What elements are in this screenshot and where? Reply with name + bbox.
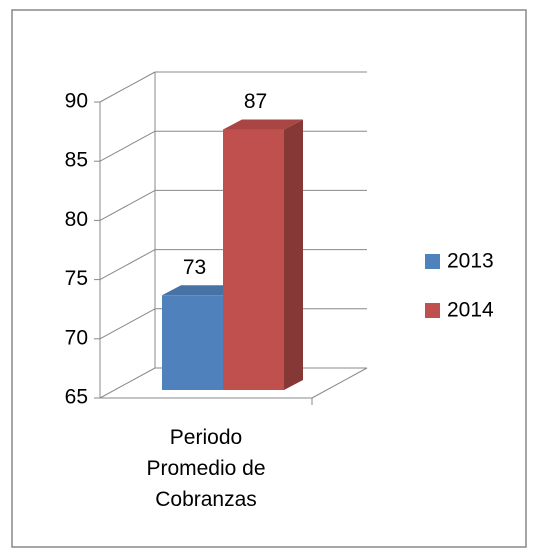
y-tick-label: 65 bbox=[65, 386, 88, 409]
bar-top bbox=[223, 119, 303, 130]
x-tick-label: Periodo Promedio de Cobranzas bbox=[146, 426, 266, 511]
y-tick-label: 85 bbox=[65, 149, 88, 172]
bar bbox=[162, 295, 223, 390]
legend-label: 2013 bbox=[447, 250, 494, 273]
y-tick-label: 75 bbox=[65, 267, 88, 290]
grid-line bbox=[99, 71, 156, 103]
grid-line bbox=[99, 189, 156, 221]
legend-swatch bbox=[425, 254, 440, 269]
legend-label: 2014 bbox=[447, 299, 494, 322]
bar-top bbox=[162, 285, 242, 296]
grid-line bbox=[99, 249, 156, 281]
grid-line bbox=[99, 308, 156, 340]
y-tick-label: 80 bbox=[65, 208, 88, 231]
y-tick-label: 70 bbox=[65, 326, 88, 349]
floor-edge bbox=[311, 367, 368, 399]
data-label: 87 bbox=[244, 90, 267, 113]
y-tick-label: 90 bbox=[65, 90, 88, 113]
grid-line bbox=[99, 130, 156, 162]
grid-line bbox=[99, 367, 156, 399]
data-label: 73 bbox=[183, 256, 206, 279]
legend-swatch bbox=[425, 303, 440, 318]
bar-side bbox=[284, 119, 303, 391]
bar bbox=[223, 129, 284, 390]
